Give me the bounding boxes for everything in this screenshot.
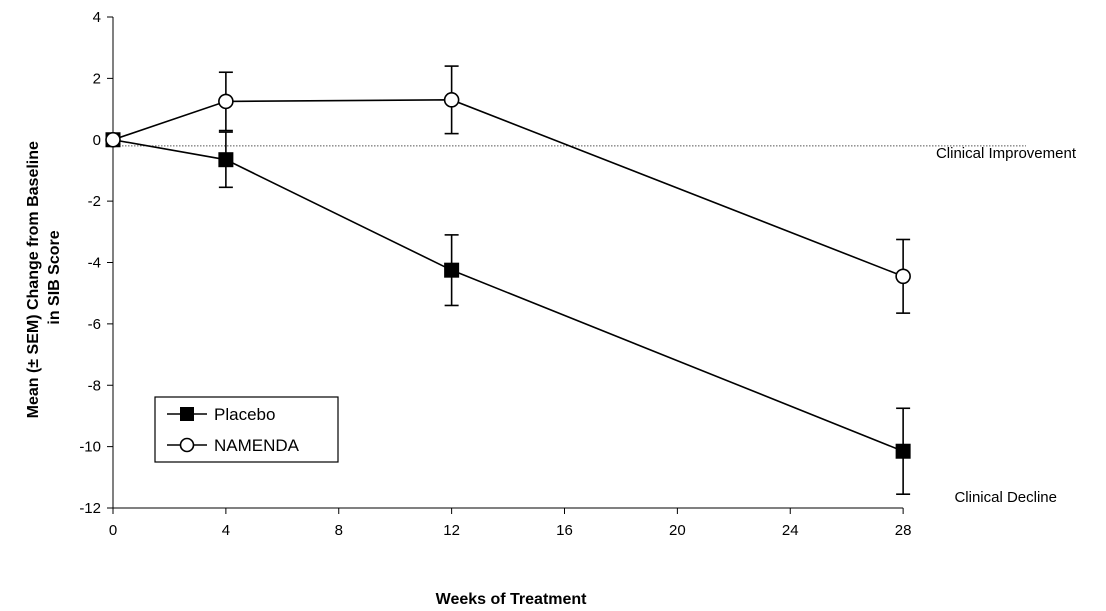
series-namenda (105, 65, 911, 314)
series-line-namenda (112, 99, 904, 278)
x-tick-label: 24 (782, 522, 799, 539)
y-tick-label: -6 (88, 316, 101, 333)
series-line-placebo (112, 138, 904, 452)
x-tick-label: 20 (669, 522, 686, 539)
ticks: 420-2-4-6-8-10-120 4 8 12 16 20 24 28 (79, 9, 911, 539)
y-tick-label: -8 (88, 377, 101, 394)
annotation-clinical-improvement: Clinical Improvement (936, 145, 1077, 162)
legend-entries: Placebo NAMENDA (167, 405, 300, 455)
legend-marker-placebo (180, 407, 194, 421)
marker-placebo (444, 262, 460, 278)
legend-label-placebo: Placebo (214, 405, 275, 424)
marker-placebo (218, 152, 234, 168)
x-tick-label: 12 (443, 522, 460, 539)
marker-namenda (895, 268, 911, 285)
x-tick-label: 0 (109, 522, 117, 539)
x-axis-title: Weeks of Treatment (436, 591, 588, 608)
marker-namenda (105, 131, 121, 148)
legend: Placebo NAMENDA (154, 396, 339, 463)
x-tick-label: 4 (222, 522, 230, 539)
annotation-clinical-decline: Clinical Decline (954, 489, 1057, 506)
legend-label-namenda: NAMENDA (214, 436, 300, 455)
y-tick-label: -4 (88, 255, 101, 272)
y-tick-label: 4 (93, 9, 101, 26)
series (105, 65, 911, 495)
x-tick-label: 8 (335, 522, 343, 539)
y-tick-label: 0 (93, 132, 101, 149)
y-axis-title-line-2: in SIB Score (46, 230, 63, 324)
legend-marker-namenda (179, 437, 195, 453)
y-tick-label: -10 (79, 439, 101, 456)
marker-namenda (218, 93, 234, 110)
y-tick-label: -12 (79, 500, 101, 517)
y-tick-label: -2 (88, 193, 101, 210)
y-tick-label: 2 (93, 70, 101, 87)
marker-namenda (443, 92, 460, 108)
y-axis-title: Mean (± SEM) Change from Baseline in SIB… (25, 137, 63, 419)
x-tick-label: 16 (556, 522, 573, 539)
y-axis-title-line-1: Mean (± SEM) Change from Baseline (25, 141, 42, 418)
x-tick-label: 28 (895, 522, 912, 539)
marker-placebo (895, 443, 911, 459)
